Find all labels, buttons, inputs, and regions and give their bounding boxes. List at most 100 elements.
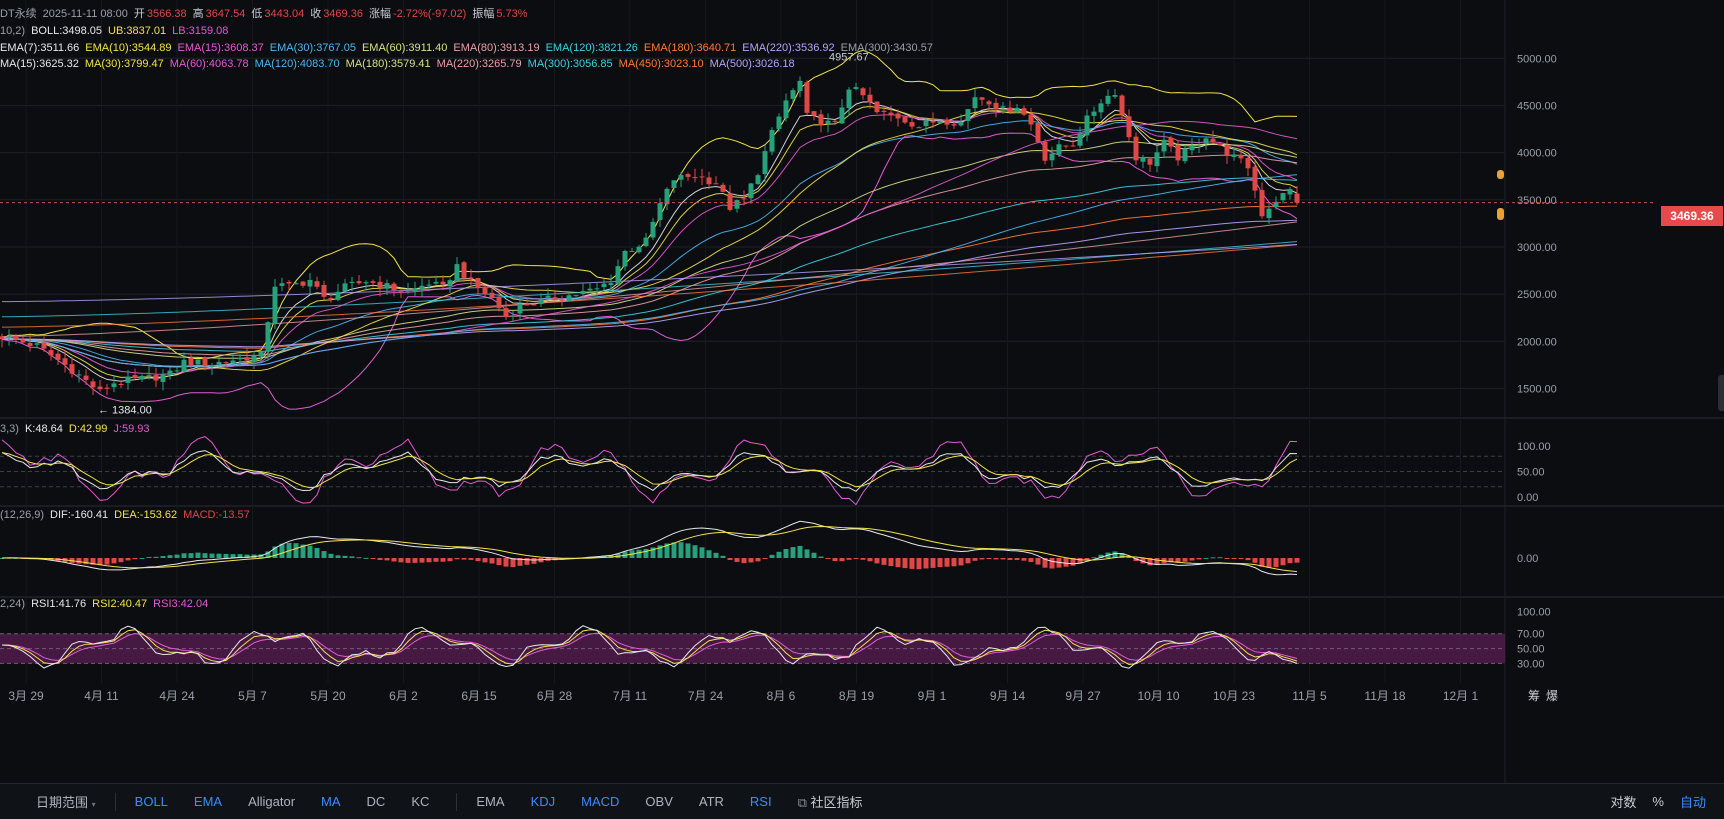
- ema120-line: [2, 177, 1298, 352]
- candle-body: [839, 107, 845, 124]
- macd-histogram-bar: [328, 553, 334, 558]
- macd-histogram-bar: [83, 558, 89, 565]
- macd-histogram-bar: [440, 558, 446, 562]
- macd-histogram-bar: [1140, 558, 1146, 564]
- candle-body: [706, 177, 712, 185]
- main-indicator-ema[interactable]: EMA: [193, 794, 223, 809]
- date-tick-label: 4月 24: [159, 689, 195, 703]
- candle-body: [1007, 107, 1013, 112]
- date-tick-label: 11月 18: [1364, 689, 1405, 703]
- candle-body: [0, 336, 5, 340]
- date-tick-label: 5月 20: [310, 689, 346, 703]
- candle-body: [874, 101, 880, 113]
- ema-legend-item: EMA(180):3640.71: [643, 42, 737, 54]
- candle-body: [1098, 103, 1104, 113]
- candle-body: [1000, 106, 1006, 108]
- candle-body: [1140, 157, 1146, 162]
- date-tick-label: 6月 28: [537, 689, 573, 703]
- date-tick-label: 6月 2: [389, 689, 418, 703]
- macd-histogram-bar: [776, 551, 782, 558]
- boll-upper-line: [1, 49, 1298, 360]
- candle-body: [1070, 145, 1076, 147]
- kdj-j-line: [1, 436, 1298, 506]
- candle-body: [314, 281, 320, 287]
- candle-body: [1238, 155, 1244, 159]
- candle-body: [825, 120, 831, 125]
- candle-body: [741, 198, 747, 200]
- main-indicator-dc[interactable]: DC: [366, 794, 386, 809]
- ma-legend: MA(15):3625.32 MA(30):3799.47 MA(60):4063.…: [0, 58, 801, 71]
- chart-canvas[interactable]: 5000.00 4500.00 4000.00 3500.00 3000.00 2500.…: [0, 0, 1724, 783]
- chip-tool[interactable]: 筹: [1528, 689, 1541, 703]
- macd-histogram-bar: [797, 545, 803, 558]
- candle-body: [258, 351, 264, 357]
- date-range-button[interactable]: 日期范围 ▾: [36, 795, 96, 810]
- auto-scale-button[interactable]: 自动: [1679, 795, 1706, 810]
- sub-indicator-obv[interactable]: OBV: [645, 794, 673, 809]
- main-indicator-ma[interactable]: MA: [321, 794, 341, 809]
- high-value: 3647.54: [205, 8, 246, 20]
- candle-body: [699, 176, 705, 178]
- percent-scale-button[interactable]: %: [1652, 794, 1664, 809]
- axis-mode-tools: 对数 % 自动: [1602, 784, 1714, 819]
- low-annotation: ← 1384.00: [98, 404, 152, 416]
- rsi-2: RSI2:40.47: [92, 598, 148, 610]
- rsi-param: 2,24): [0, 598, 26, 610]
- candle-body: [622, 250, 628, 267]
- candle-body: [580, 290, 586, 295]
- main-indicator-boll[interactable]: BOLL: [134, 794, 168, 809]
- macd-histogram-bar: [412, 558, 418, 563]
- candle-body: [41, 342, 47, 349]
- sub-indicator-ema[interactable]: EMA: [476, 794, 505, 809]
- main-indicator-group: BOLL EMA Alligator MA DC KC: [122, 794, 443, 809]
- macd-histogram-bar: [279, 543, 285, 558]
- divider: [114, 792, 116, 811]
- candle-body: [1154, 152, 1160, 167]
- ohlc-header: DT永续 2025-11-11 08:00 开 3566.38 高 3647.54 低 344…: [0, 8, 534, 21]
- alert-marker-icon[interactable]: [1497, 170, 1504, 179]
- ma60-line: [1, 120, 1298, 368]
- ma450-line: [2, 244, 1298, 328]
- macd-histogram-bar: [811, 552, 817, 558]
- boll-legend-item: UB:3837.01: [108, 25, 167, 37]
- panel-collapse-handle[interactable]: [1718, 375, 1724, 411]
- candle-body: [503, 308, 509, 318]
- ma120-line: [1, 174, 1298, 368]
- candle-body: [48, 350, 54, 356]
- ema15-line: [1, 110, 1298, 375]
- candle-body: [349, 281, 355, 284]
- candle-body: [713, 183, 719, 185]
- log-scale-button[interactable]: 对数: [1610, 795, 1637, 810]
- candle-body: [531, 304, 537, 306]
- candle-body: [1084, 115, 1090, 136]
- candle-body: [1175, 144, 1181, 161]
- ma-legend-item: MA(450):3023.10: [618, 58, 704, 70]
- date-tick-label: 4月 11: [84, 689, 119, 703]
- high-label: 高: [192, 8, 204, 20]
- liq-tool[interactable]: 爆: [1546, 689, 1559, 703]
- date-tick-label: 10月 23: [1213, 689, 1255, 703]
- sub-indicator-rsi[interactable]: RSI: [749, 794, 772, 809]
- sub-indicator-macd[interactable]: MACD: [581, 794, 620, 809]
- candle-body: [720, 184, 726, 192]
- candle-body: [454, 264, 460, 281]
- alert-marker-icon[interactable]: [1497, 208, 1504, 220]
- macd-histogram-bar: [244, 554, 250, 558]
- candle-body: [279, 283, 285, 286]
- macd-histogram-bar: [853, 558, 859, 560]
- sub-indicator-atr[interactable]: ATR: [698, 794, 724, 809]
- kdj-d-line: [1, 452, 1298, 489]
- macd-histogram-bar: [601, 555, 607, 558]
- date-tick-label: 8月 6: [767, 689, 796, 703]
- macd-histogram-bar: [230, 554, 236, 558]
- candle-body: [1280, 193, 1286, 201]
- sub-indicator-kdj[interactable]: KDJ: [530, 794, 556, 809]
- rsi-tick-label: 50.00: [1517, 644, 1545, 656]
- open-value: 3566.38: [146, 8, 187, 20]
- macd-histogram-bar: [671, 542, 677, 558]
- candle-body: [202, 357, 208, 367]
- main-indicator-kc[interactable]: KC: [411, 794, 430, 809]
- candle-body: [335, 291, 341, 300]
- community-indicators-button[interactable]: ⧉ 社区指标: [785, 792, 876, 811]
- main-indicator-alligator[interactable]: Alligator: [248, 794, 296, 809]
